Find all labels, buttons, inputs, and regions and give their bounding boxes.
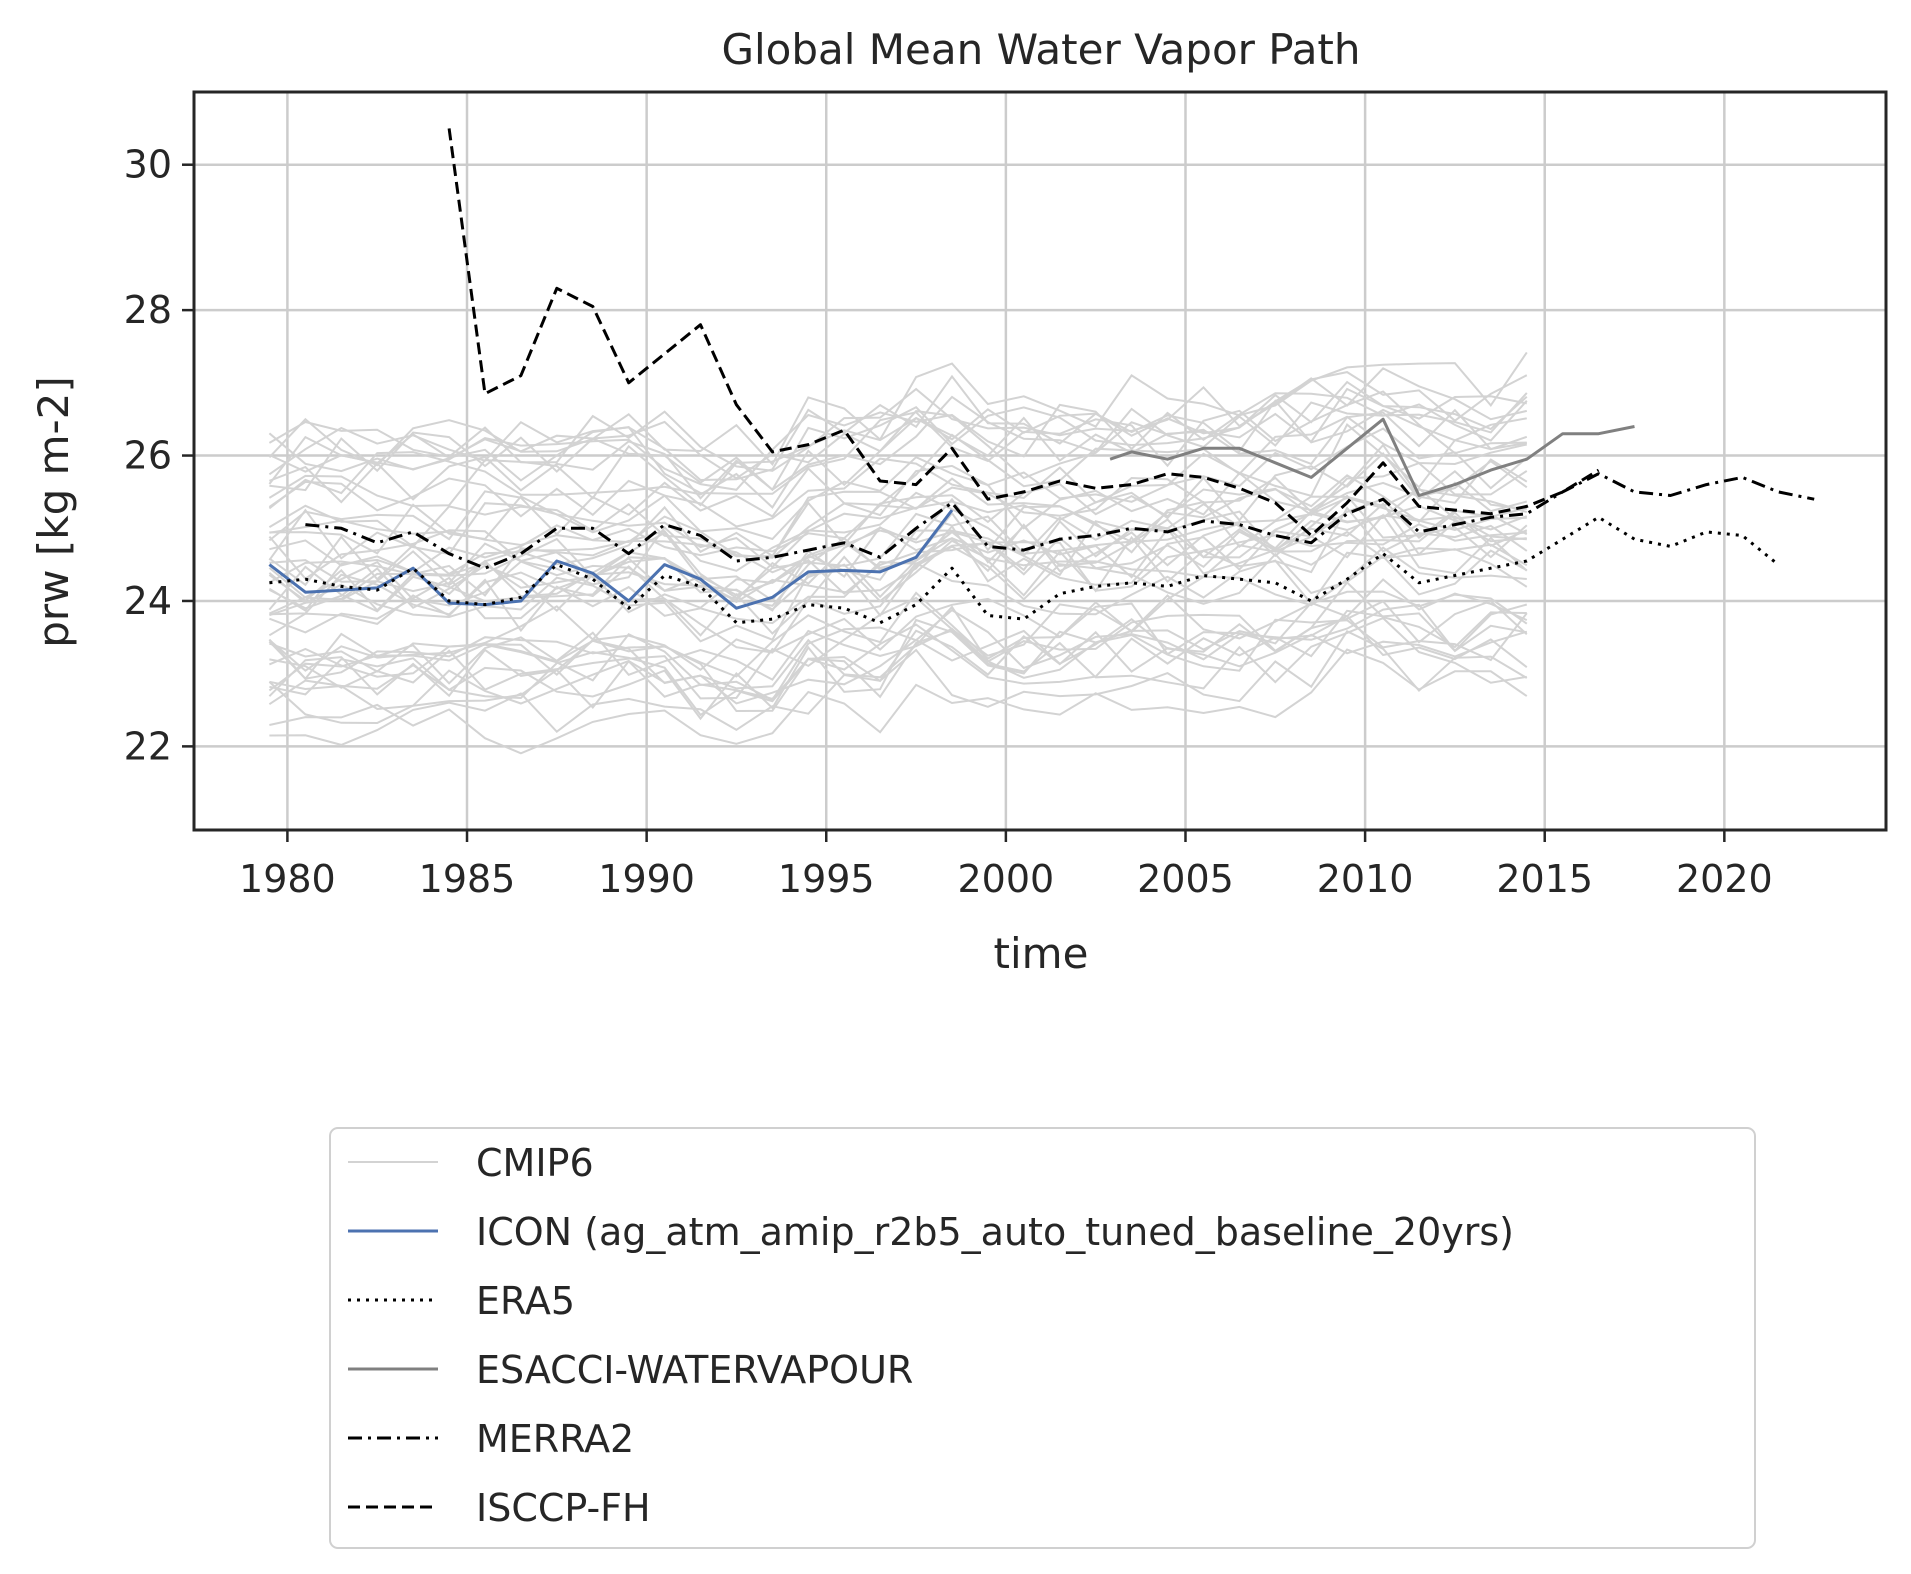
cmip6-member-line <box>269 616 1527 717</box>
legend: CMIP6 ICON (ag_atm_amip_r2b5_auto_tuned_b… <box>329 1127 1756 1549</box>
x-tick-label: 1985 <box>419 857 516 901</box>
cmip6-member-line <box>268 408 1527 510</box>
y-axis-ticks: 22 24 26 28 30 <box>124 143 194 768</box>
y-axis-label: prw [kg m-2] <box>29 376 78 648</box>
cmip6-member-line <box>268 494 1528 602</box>
x-tick-label: 2000 <box>958 857 1055 901</box>
legend-label: CMIP6 <box>476 1141 594 1185</box>
cmip6-member-line <box>268 351 1528 467</box>
cmip6-member-line <box>268 614 1528 721</box>
series-lines <box>268 128 1815 625</box>
legend-frame <box>329 1127 1756 1549</box>
series-line-merra2 <box>305 472 1815 570</box>
legend-label: ICON (ag_atm_amip_r2b5_auto_tuned_baseli… <box>476 1210 1514 1254</box>
series-line-esacci-watervapour <box>1109 417 1635 497</box>
x-axis-label: time <box>994 929 1089 978</box>
y-tick-label: 26 <box>124 434 172 478</box>
cmip6-member-line <box>269 630 1528 746</box>
y-tick-label: 28 <box>124 288 172 332</box>
cmip6-member-line <box>268 461 1528 587</box>
plot-area-frame <box>192 90 1888 832</box>
cmip6-member-line <box>269 545 1528 643</box>
cmip6-member-line <box>268 578 1528 680</box>
cmip6-member-line <box>268 452 1527 569</box>
legend-label: MERRA2 <box>476 1417 634 1461</box>
x-tick-label: 1990 <box>598 857 695 901</box>
x-tick-label: 2020 <box>1676 857 1773 901</box>
cmip6-member-line <box>268 605 1528 698</box>
cmip6-member-line <box>268 367 1528 472</box>
x-axis-ticks: 1980 1985 1990 1995 2000 2005 2010 2015 2020 <box>239 830 1773 901</box>
x-tick-label: 1980 <box>239 857 336 901</box>
grid-lines <box>194 92 1886 830</box>
cmip6-member-line <box>269 395 1528 492</box>
legend-items: CMIP6 ICON (ag_atm_amip_r2b5_auto_tuned_b… <box>348 1141 1514 1530</box>
series-line-isccp-fh <box>447 128 1600 537</box>
cmip6-member-line <box>268 548 1528 672</box>
cmip6-member-line <box>268 498 1528 604</box>
cmip6-member-line <box>268 581 1527 685</box>
cmip6-member-line <box>268 511 1528 637</box>
cmip6-member-line <box>268 546 1527 692</box>
legend-label: ISCCP-FH <box>476 1486 651 1530</box>
x-tick-label: 2010 <box>1317 857 1414 901</box>
chart-title: Global Mean Water Vapor Path <box>721 25 1360 74</box>
series-line-icon <box>268 509 954 610</box>
x-tick-label: 2005 <box>1137 857 1234 901</box>
cmip6-member-line <box>268 392 1528 491</box>
cmip6-member-line <box>268 505 1528 615</box>
x-tick-label: 1995 <box>778 857 875 901</box>
legend-label: ERA5 <box>476 1279 575 1323</box>
x-tick-label: 2015 <box>1496 857 1593 901</box>
cmip6-member-line <box>269 477 1528 557</box>
series-line-era5 <box>269 515 1780 625</box>
y-tick-label: 22 <box>124 724 172 768</box>
cmip6-member-line <box>269 648 1528 755</box>
cmip6-ensemble <box>268 351 1528 755</box>
legend-label: ESACCI-WATERVAPOUR <box>476 1348 913 1392</box>
y-tick-label: 24 <box>124 579 172 623</box>
cmip6-member-line <box>268 427 1528 528</box>
cmip6-member-line <box>269 487 1528 593</box>
cmip6-member-line <box>269 523 1527 616</box>
y-tick-label: 30 <box>124 143 172 187</box>
cmip6-member-line <box>268 387 1528 508</box>
